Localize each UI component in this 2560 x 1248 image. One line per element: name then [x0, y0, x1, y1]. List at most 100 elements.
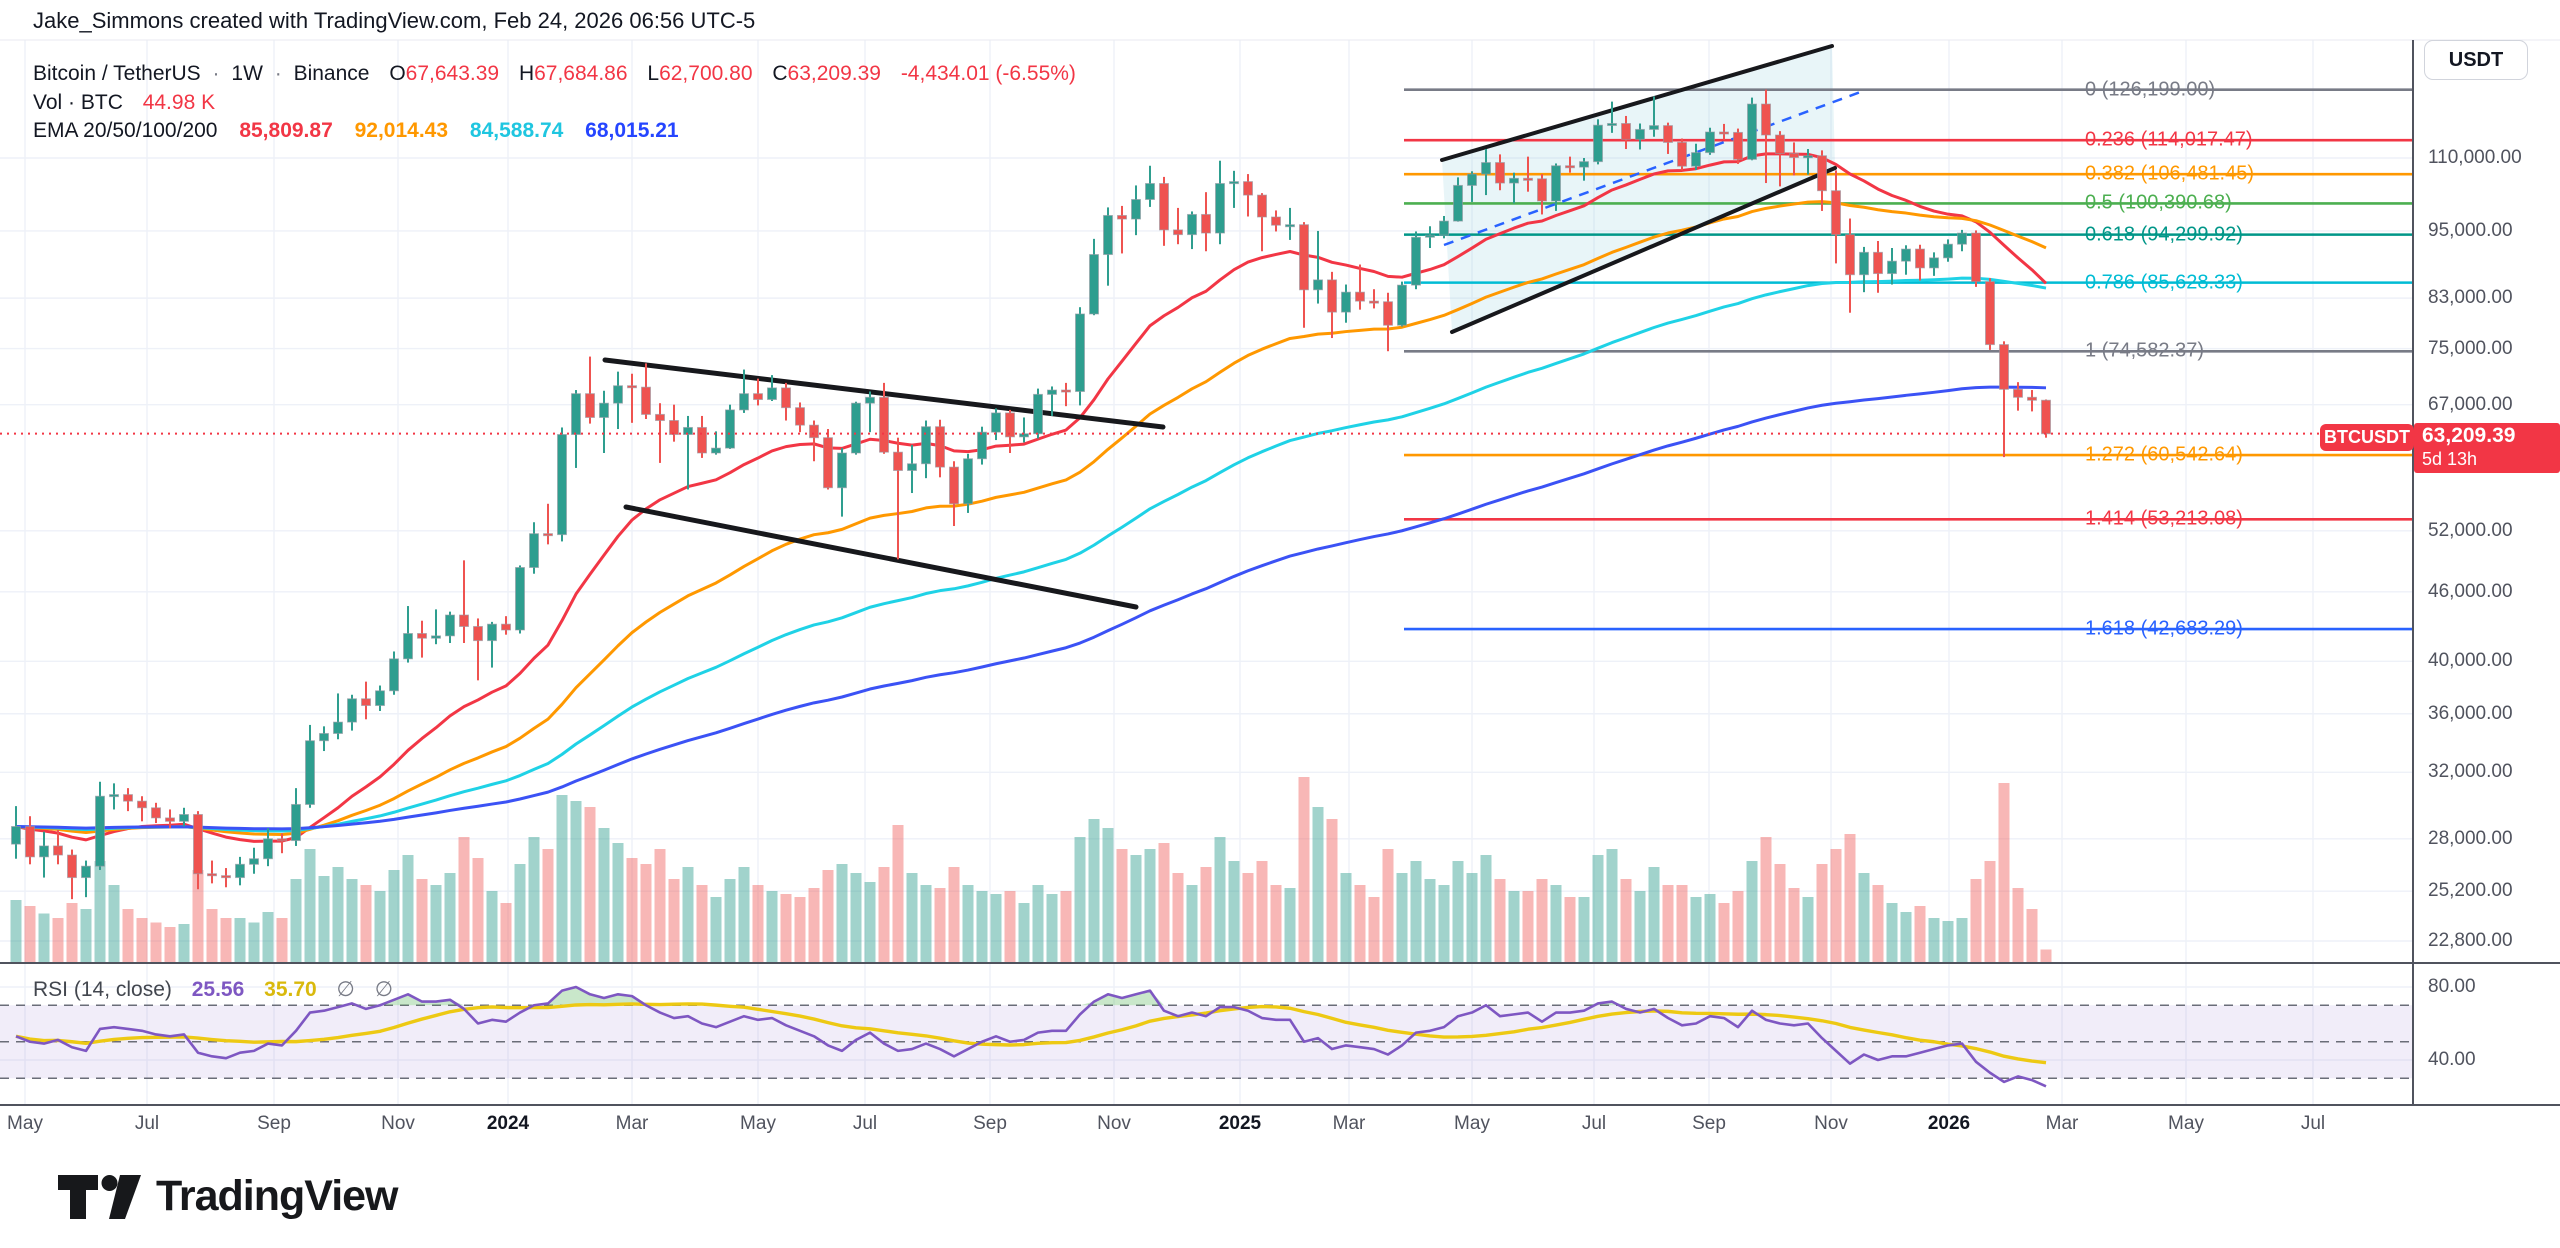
candle-body — [1677, 141, 1687, 167]
volume-bar — [1998, 783, 2010, 963]
candle-body — [1397, 284, 1407, 326]
price-axis-label: 75,000.00 — [2428, 337, 2513, 359]
volume-bar — [206, 909, 218, 963]
volume-bar — [1354, 885, 1366, 963]
candle-body — [2041, 399, 2051, 435]
candle-body — [1565, 165, 1575, 169]
time-axis-label: Jul — [852, 1113, 878, 1134]
volume-bar — [500, 903, 512, 963]
volume-bar — [626, 858, 638, 963]
volume-bar — [234, 918, 246, 963]
ascending-channel-line[interactable] — [1440, 44, 1834, 162]
rsi-label: RSI (14, close) — [33, 978, 172, 1001]
candle-body — [1985, 281, 1995, 346]
volume-bar — [542, 849, 554, 963]
volume-bar — [122, 909, 134, 963]
time-axis-label: Sep — [257, 1113, 291, 1134]
candle-body — [529, 533, 539, 569]
candle-body — [417, 633, 427, 639]
attribution-text: Jake_Simmons created with TradingView.co… — [33, 8, 756, 33]
volume-bar — [1676, 885, 1688, 963]
candle-body — [1747, 103, 1757, 160]
candle-body — [1523, 177, 1533, 181]
candle-body — [963, 458, 973, 505]
tradingview-logo-icon — [58, 1174, 141, 1219]
candle-body — [1929, 257, 1939, 269]
candle-body — [823, 437, 833, 489]
volume-bar — [1004, 891, 1016, 963]
candle-body — [137, 800, 147, 809]
candle-body — [1971, 232, 1981, 283]
candle-body — [739, 393, 749, 411]
candle-body — [361, 698, 371, 707]
volume-bar — [66, 903, 78, 963]
candle-body — [109, 794, 119, 798]
price-axis-label: 67,000.00 — [2428, 393, 2513, 415]
rsi-legend-row[interactable]: RSI (14, close) 25.56 35.70 ∅ ∅ — [33, 977, 393, 1002]
volume-bar — [402, 855, 414, 963]
time-axis-label: May — [1454, 1113, 1490, 1134]
tradingview-logo[interactable]: TradingView — [58, 1172, 398, 1221]
volume-bar — [1144, 849, 1156, 963]
ema-legend-row[interactable]: EMA 20/50/100/200 85,809.87 92,014.43 84… — [33, 119, 679, 143]
volume-bar — [556, 795, 568, 963]
volume-bar — [80, 909, 92, 963]
candle-body — [1803, 155, 1813, 159]
ascending-channel-line[interactable] — [1450, 166, 1837, 334]
candle-body — [1243, 181, 1253, 196]
volume-legend-row[interactable]: Vol · BTC 44.98 K — [33, 91, 215, 115]
volume-bar — [1802, 897, 1814, 963]
candle-body — [655, 413, 665, 422]
rsi-ma-line — [15, 1002, 2047, 1065]
candle-body — [1915, 248, 1925, 269]
volume-bar — [346, 879, 358, 963]
candle-body — [935, 426, 945, 468]
time-axis-label: Nov — [1097, 1113, 1131, 1134]
volume-bar — [1298, 777, 1310, 963]
volume-bar — [178, 924, 190, 963]
channel-median-line[interactable] — [1443, 88, 1867, 247]
volume-bar — [52, 918, 64, 963]
candle-body — [53, 845, 63, 856]
volume-bar — [2026, 909, 2038, 963]
rsi-line — [15, 985, 2047, 1088]
last-price-tag[interactable]: 63,209.39 5d 13h — [2414, 423, 2560, 473]
volume-bar — [1074, 837, 1086, 963]
volume-bar — [1662, 885, 1674, 963]
symbol-legend-row[interactable]: Bitcoin / TetherUS · 1W · Binance O67,64… — [33, 62, 1076, 86]
change-value: -4,434.01 (-6.55%) — [900, 62, 1076, 85]
ema20-line — [15, 152, 2048, 843]
price-line-symbol-badge[interactable]: BTCUSDT — [2320, 424, 2414, 451]
volume-bar — [1032, 885, 1044, 963]
candle-body — [1859, 251, 1869, 276]
candle-body — [431, 635, 441, 639]
time-axis-label: 2024 — [486, 1113, 530, 1134]
volume-bar — [1578, 897, 1590, 963]
candle-body — [1005, 412, 1015, 438]
candle-body — [1355, 291, 1365, 302]
candle-body — [487, 623, 497, 642]
candle-body — [1117, 214, 1127, 220]
candle-body — [991, 412, 1001, 433]
candle-body — [207, 873, 217, 877]
descending-channel-line[interactable] — [623, 504, 1139, 610]
volume-bar — [1228, 861, 1240, 963]
price-axis-label: 95,000.00 — [2428, 219, 2513, 241]
volume-bar — [710, 897, 722, 963]
volume-bar — [990, 894, 1002, 963]
volume-bar — [1550, 885, 1562, 963]
time-axis-label: Sep — [1692, 1113, 1726, 1134]
candle-body — [2013, 388, 2023, 398]
volume-bar — [1466, 873, 1478, 963]
candle-body — [1999, 344, 2009, 390]
separator: · — [274, 62, 282, 85]
rsi-axis-label: 80.00 — [2428, 976, 2476, 997]
empty-set-icon: ∅ — [374, 978, 393, 1001]
volume-bar — [934, 888, 946, 963]
currency-toggle-button[interactable]: USDT — [2424, 40, 2528, 80]
volume-bar — [808, 888, 820, 963]
volume-bar — [1718, 903, 1730, 963]
time-axis-label: Jul — [1581, 1113, 1607, 1134]
volume-bar — [752, 885, 764, 963]
